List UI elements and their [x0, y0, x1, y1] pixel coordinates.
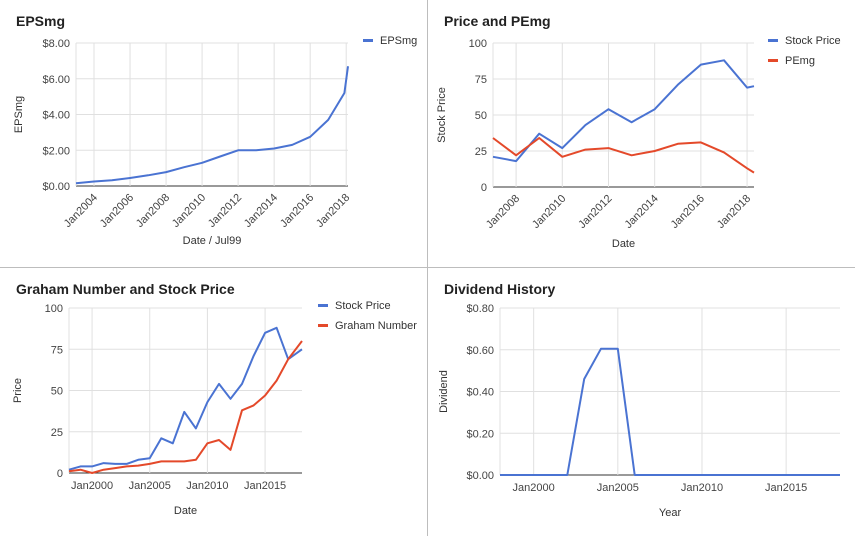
- x-axis-title: Date / Jul99: [183, 235, 242, 247]
- y-tick-label: 0: [57, 468, 63, 480]
- chart-title: Graham Number and Stock Price: [16, 281, 235, 297]
- graham-panel: Graham Number and Stock Price 0 25 50 75 100 J…: [0, 268, 427, 536]
- x-tick-label: Jan2014: [242, 192, 280, 230]
- legend-swatch: [318, 304, 328, 307]
- x-tick-label: Jan2016: [278, 192, 316, 230]
- eps-chart: EPSmg$0.00$2.00$4.00$6.00$8.00Jan2004Jan…: [13, 13, 417, 247]
- y-axis-title: Price: [12, 378, 24, 403]
- x-tick-label: Jan2008: [484, 193, 522, 231]
- panel-divider-vertical: [427, 0, 428, 536]
- legend-swatch: [768, 59, 778, 62]
- y-axis-title: Dividend: [438, 370, 450, 413]
- y-tick-label: $6.00: [42, 74, 70, 86]
- dividend-panel: Dividend History $0.00 $0.20 $0.40 $0.60 $0.8…: [428, 268, 855, 536]
- legend-swatch: [318, 324, 328, 327]
- x-tick-label: Jan2010: [186, 480, 228, 492]
- y-tick-label: 75: [51, 344, 63, 356]
- x-tick-label: Jan2016: [669, 193, 707, 231]
- x-tick-label: Jan2010: [170, 192, 208, 230]
- y-tick-label: 50: [51, 386, 63, 398]
- chart-title: Dividend History: [444, 281, 555, 297]
- x-tick-label: Jan2018: [314, 192, 352, 230]
- y-tick-label: $0.60: [466, 345, 494, 357]
- y-tick-label: $0.40: [466, 387, 494, 399]
- legend-label: Stock Price: [335, 300, 391, 312]
- x-tick-label: Jan2015: [244, 480, 286, 492]
- x-tick-label: Jan2000: [71, 480, 113, 492]
- y-axis-title: Stock Price: [436, 87, 448, 143]
- y-tick-label: 50: [475, 110, 487, 122]
- graham-chart: Graham Number and Stock Price 0 25 50 75 100 J…: [12, 281, 417, 517]
- y-tick-label: 100: [469, 38, 487, 50]
- panel-divider-horizontal: [0, 267, 855, 268]
- x-tick-label: Jan2014: [622, 193, 660, 231]
- y-tick-label: $2.00: [42, 145, 70, 157]
- y-tick-label: $8.00: [42, 38, 70, 50]
- y-axis-title: EPSmg: [13, 96, 25, 133]
- x-tick-label: Jan2005: [597, 482, 639, 494]
- x-tick-label: Jan2015: [765, 482, 807, 494]
- legend-swatch: [363, 39, 373, 42]
- y-tick-label: 0: [481, 182, 487, 194]
- y-tick-label: $4.00: [42, 110, 70, 122]
- legend-label: EPSmg: [380, 35, 417, 47]
- x-axis-title: Year: [659, 507, 682, 519]
- dividend-chart: Dividend History $0.00 $0.20 $0.40 $0.60 $0.8…: [438, 281, 840, 519]
- x-tick-label: Jan2008: [134, 192, 172, 230]
- y-tick-label: 25: [475, 146, 487, 158]
- y-tick-label: 100: [45, 303, 63, 315]
- x-tick-label: Jan2012: [576, 193, 614, 231]
- eps-panel: EPSmg $0.00 $2.00 $4.00 $6.00 $8.00 Jan2004 Jan…: [0, 0, 427, 267]
- x-tick-label: Jan2005: [129, 480, 171, 492]
- y-tick-label: $0.00: [466, 470, 494, 482]
- x-tick-label: Jan2012: [206, 192, 244, 230]
- series-line-stock-price: [68, 326, 303, 471]
- y-tick-label: 25: [51, 427, 63, 439]
- series-line-epsmg: [75, 66, 349, 185]
- series-line-stock-price: [492, 59, 755, 163]
- y-tick-label: $0.80: [466, 303, 494, 315]
- legend-swatch: [768, 39, 778, 42]
- x-tick-label: Jan2006: [98, 192, 136, 230]
- legend-label: PEmg: [785, 55, 815, 67]
- price-pe-panel: Price and PEmg 0 25 50 75 100 Jan2008 Jan2010 Ja…: [428, 0, 855, 267]
- x-axis-title: Date: [174, 505, 197, 517]
- legend-label: Stock Price: [785, 35, 841, 47]
- x-tick-label: Jan2018: [715, 193, 753, 231]
- series-line-graham-number: [68, 340, 303, 474]
- y-tick-label: 75: [475, 74, 487, 86]
- series-line-dividend: [500, 347, 840, 476]
- x-tick-label: Jan2010: [681, 482, 723, 494]
- y-tick-label: $0.00: [42, 181, 70, 193]
- chart-title: EPSmg: [16, 13, 65, 29]
- y-tick-label: $0.20: [466, 428, 494, 440]
- x-tick-label: Jan2010: [530, 193, 568, 231]
- x-axis-title: Date: [612, 238, 635, 250]
- x-tick-label: Jan2000: [513, 482, 555, 494]
- chart-title: Price and PEmg: [444, 13, 551, 29]
- x-tick-label: Jan2004: [62, 192, 100, 230]
- series-line-pemg: [492, 137, 755, 174]
- legend-label: Graham Number: [335, 320, 417, 332]
